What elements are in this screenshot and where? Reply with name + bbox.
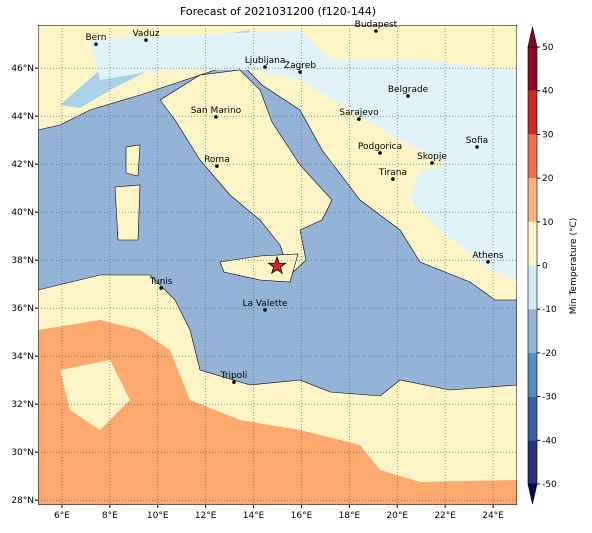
y-tick-label: 32°N	[11, 400, 34, 410]
colorbar-arrow-bottom	[527, 483, 538, 505]
x-tick-label: 16°E	[291, 511, 313, 521]
city-dot	[374, 29, 378, 33]
city-label: Sarajevo	[339, 108, 379, 118]
x-tick-label: 22°E	[434, 511, 456, 521]
city-dot	[159, 286, 163, 290]
colorbar-tick-label: -30	[542, 393, 557, 403]
colorbar-tick-label: -50	[542, 480, 557, 490]
colorbar-segment	[528, 221, 537, 266]
city-dot	[298, 70, 302, 74]
colorbar-segment	[528, 352, 537, 397]
colorbar-tick-label: -10	[542, 305, 557, 315]
colorbar-tick-label: -40	[542, 436, 557, 446]
colorbar-tick-label: 40	[542, 87, 554, 97]
colorbar-tick-label: 0	[542, 262, 548, 272]
y-tick-label: 36°N	[11, 304, 34, 314]
colorbar-tick-label: -20	[542, 349, 557, 359]
city-label: Tunis	[149, 277, 173, 287]
city-label: Athens	[472, 251, 503, 261]
city-label: Roma	[204, 155, 230, 165]
city-label: Ljubljana	[245, 56, 286, 66]
city-label: Tirana	[378, 168, 407, 178]
map-area	[38, 25, 517, 505]
city-label: Bern	[85, 33, 106, 43]
city-label: San Marino	[191, 106, 242, 116]
city-dot	[263, 65, 267, 69]
x-tick-label: 14°E	[243, 511, 265, 521]
city-dot	[263, 308, 267, 312]
y-tick-label: 30°N	[11, 448, 34, 458]
y-tick-label: 42°N	[11, 160, 34, 170]
city-dot	[475, 145, 479, 149]
north-cold	[90, 30, 517, 200]
city-dot	[94, 42, 98, 46]
city-label: La Valette	[243, 299, 288, 309]
city-dot	[215, 164, 219, 168]
x-tick-label: 6°E	[54, 511, 70, 521]
city-dot	[430, 161, 434, 165]
city-label: Belgrade	[388, 85, 429, 95]
x-tick-label: 24°E	[482, 511, 504, 521]
y-tick-label: 38°N	[11, 256, 34, 266]
land-corsica	[125, 144, 141, 177]
city-dot	[144, 38, 148, 42]
x-tick-label: 18°E	[339, 511, 361, 521]
colorbar-segment	[528, 178, 537, 222]
x-tick-label: 20°E	[386, 511, 408, 521]
city-label: Skopje	[417, 152, 447, 162]
colorbar-tick-label: 20	[542, 174, 554, 184]
colorbar-segment	[528, 265, 537, 310]
city-dot	[357, 117, 361, 121]
africa-warm	[38, 320, 517, 505]
city-label: Vaduz	[132, 29, 159, 39]
balkan-cold	[410, 160, 517, 280]
colorbar-segment	[528, 309, 537, 353]
city-dot	[391, 177, 395, 181]
colorbar-label: Min Temperature (°C)	[569, 218, 579, 315]
city-label: Podgorica	[358, 142, 402, 152]
city-dot	[214, 115, 218, 119]
colorbar-segment	[528, 440, 537, 484]
city-dot	[232, 380, 236, 384]
colorbar-segment	[528, 134, 537, 179]
y-tick-label: 40°N	[11, 208, 34, 218]
africa-patch	[60, 360, 130, 430]
event-star	[267, 255, 287, 275]
land-sardinia	[114, 184, 141, 241]
y-tick-label: 44°N	[11, 112, 34, 122]
city-dot	[378, 151, 382, 155]
colorbar-arrow-top	[527, 26, 538, 48]
colorbar-tick-label: 30	[542, 130, 554, 140]
x-tick-label: 12°E	[195, 511, 217, 521]
city-label: Zagreb	[284, 61, 316, 71]
colorbar: -50 -40 -30 -20 -10 0 10 20 30 40 50	[527, 26, 557, 505]
y-tick-label: 34°N	[11, 352, 34, 362]
colorbar-tick-label: 10	[542, 218, 554, 228]
x-tick-label: 8°E	[102, 511, 118, 521]
colorbar-segment	[528, 396, 537, 441]
city-label: Budapest	[355, 20, 398, 30]
city-label: Tripoli	[220, 371, 248, 381]
x-tick-label: 10°E	[147, 511, 169, 521]
colorbar-segment	[528, 90, 537, 135]
city-dot	[406, 94, 410, 98]
map-title: Forecast of 2021031200 (f120-144)	[180, 5, 376, 18]
city-dot	[486, 260, 490, 264]
colorbar-tick-label: 50	[542, 43, 554, 53]
colorbar-segment	[528, 47, 537, 91]
city-label: Sofia	[466, 136, 488, 146]
y-tick-label: 28°N	[11, 496, 34, 506]
y-tick-label: 46°N	[11, 64, 34, 74]
